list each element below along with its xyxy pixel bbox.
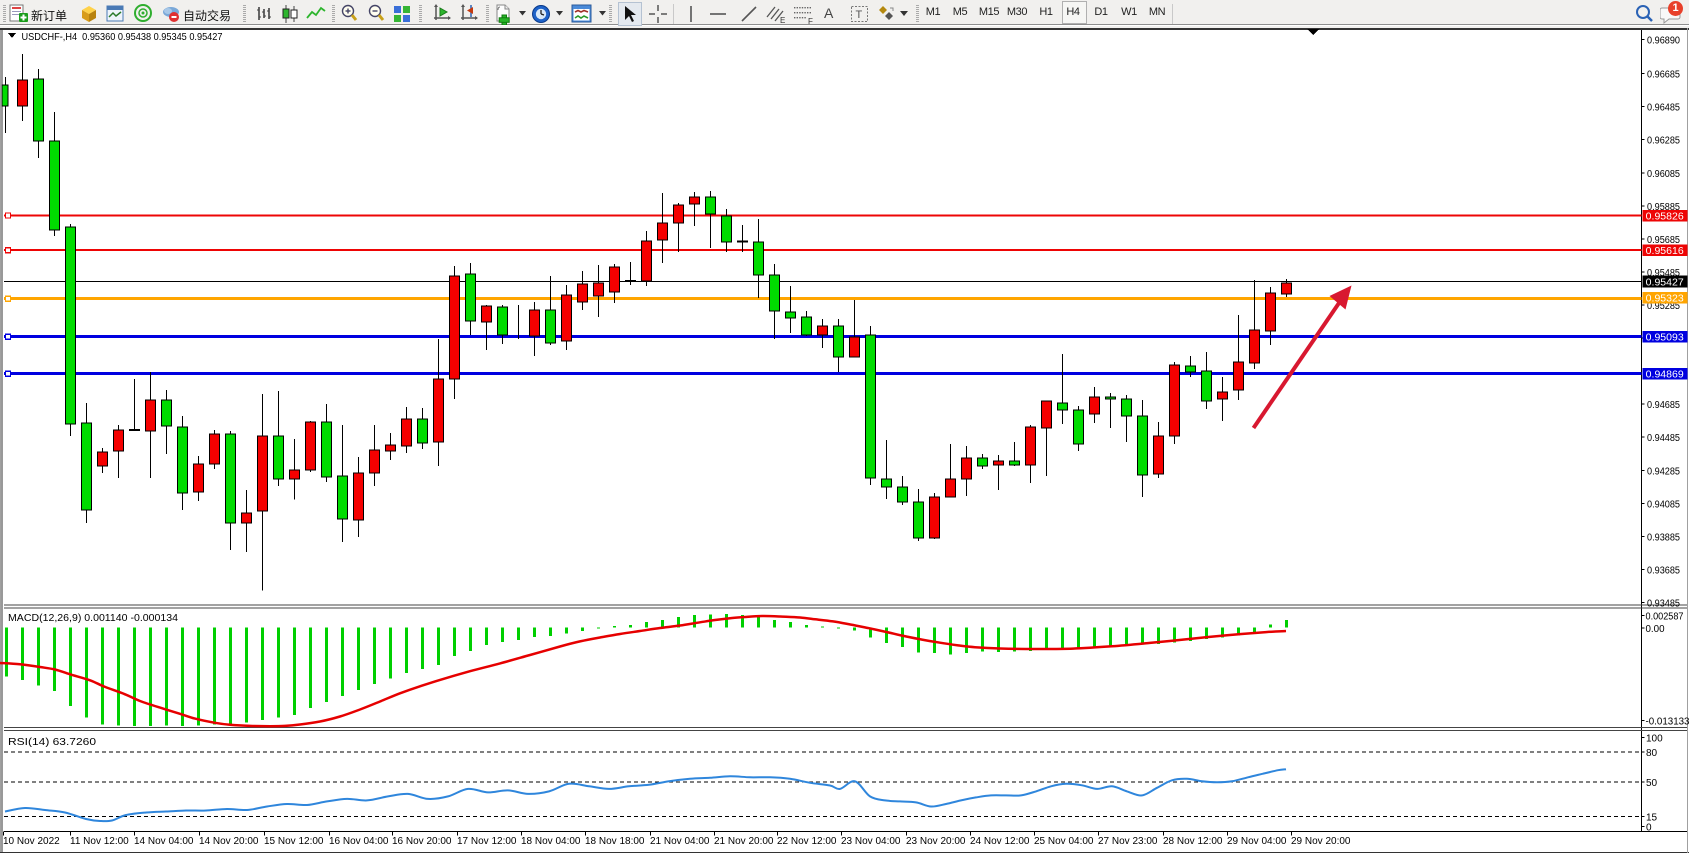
svg-text:0.95323: 0.95323 (1646, 294, 1684, 305)
svg-text:18 Nov 18:00: 18 Nov 18:00 (585, 836, 645, 847)
svg-text:0.96685: 0.96685 (1647, 70, 1680, 81)
svg-text:0.95685: 0.95685 (1647, 235, 1680, 246)
svg-text:0: 0 (1646, 823, 1652, 834)
svg-text:0.95826: 0.95826 (1646, 211, 1684, 222)
svg-text:22 Nov 12:00: 22 Nov 12:00 (777, 836, 837, 847)
svg-text:11 Nov 12:00: 11 Nov 12:00 (70, 836, 129, 847)
svg-text:0.96485: 0.96485 (1647, 103, 1680, 114)
svg-text:0.002587: 0.002587 (1646, 612, 1684, 623)
svg-text:0.96085: 0.96085 (1647, 169, 1680, 180)
svg-text:50: 50 (1646, 778, 1658, 789)
svg-text:0.94085: 0.94085 (1647, 499, 1680, 510)
svg-text:0.00: 0.00 (1646, 624, 1665, 635)
svg-text:E: E (780, 16, 785, 25)
svg-text:80: 80 (1646, 748, 1658, 759)
svg-text:0.94285: 0.94285 (1647, 466, 1680, 477)
svg-text:15: 15 (1646, 812, 1658, 823)
svg-text:25 Nov 04:00: 25 Nov 04:00 (1034, 836, 1094, 847)
svg-text:24 Nov 12:00: 24 Nov 12:00 (970, 836, 1030, 847)
svg-text:0.94869: 0.94869 (1646, 370, 1684, 381)
svg-text:0.95285: 0.95285 (1647, 301, 1680, 312)
svg-text:0.95616: 0.95616 (1646, 246, 1684, 257)
svg-text:23 Nov 20:00: 23 Nov 20:00 (906, 836, 966, 847)
svg-text:28 Nov 12:00: 28 Nov 12:00 (1163, 836, 1223, 847)
svg-text:0.94685: 0.94685 (1647, 400, 1680, 411)
svg-text:0.93485: 0.93485 (1647, 599, 1680, 610)
svg-text:14 Nov 20:00: 14 Nov 20:00 (199, 836, 259, 847)
svg-text:29 Nov 04:00: 29 Nov 04:00 (1227, 836, 1287, 847)
svg-text:0.96285: 0.96285 (1647, 136, 1680, 147)
svg-text:16 Nov 04:00: 16 Nov 04:00 (329, 836, 389, 847)
svg-text:18 Nov 04:00: 18 Nov 04:00 (521, 836, 581, 847)
svg-text:USDCHF-,H4 0.95360 0.95438 0.: USDCHF-,H4 0.95360 0.95438 0.95345 0.954… (22, 31, 223, 43)
svg-text:29 Nov 20:00: 29 Nov 20:00 (1291, 836, 1351, 847)
svg-text:16 Nov 20:00: 16 Nov 20:00 (392, 836, 452, 847)
svg-text:0.95885: 0.95885 (1647, 202, 1680, 213)
svg-text:RSI(14) 63.7260: RSI(14) 63.7260 (8, 736, 96, 748)
svg-text:23 Nov 04:00: 23 Nov 04:00 (841, 836, 901, 847)
svg-text:MACD(12,26,9) 0.001140 -0.0001: MACD(12,26,9) 0.001140 -0.000134 (8, 612, 178, 624)
svg-text:27 Nov 23:00: 27 Nov 23:00 (1098, 836, 1158, 847)
svg-text:21 Nov 20:00: 21 Nov 20:00 (714, 836, 774, 847)
svg-text:-0.013133: -0.013133 (1646, 717, 1689, 728)
svg-text:15 Nov 12:00: 15 Nov 12:00 (264, 836, 324, 847)
svg-text:T: T (856, 9, 863, 21)
svg-text:0.96890: 0.96890 (1647, 36, 1680, 47)
svg-text:0.95427: 0.95427 (1646, 277, 1684, 288)
svg-text:0.95093: 0.95093 (1646, 333, 1684, 344)
svg-text:10 Nov 2022: 10 Nov 2022 (3, 836, 60, 847)
svg-text:F: F (808, 17, 813, 26)
svg-text:14 Nov 04:00: 14 Nov 04:00 (134, 836, 194, 847)
svg-text:0.93685: 0.93685 (1647, 566, 1680, 577)
svg-text:0.94485: 0.94485 (1647, 433, 1680, 444)
svg-text:100: 100 (1646, 734, 1663, 745)
svg-text:0.95485: 0.95485 (1647, 268, 1680, 279)
svg-text:21 Nov 04:00: 21 Nov 04:00 (650, 836, 710, 847)
svg-text:17 Nov 12:00: 17 Nov 12:00 (457, 836, 517, 847)
svg-text:0.93885: 0.93885 (1647, 532, 1680, 543)
